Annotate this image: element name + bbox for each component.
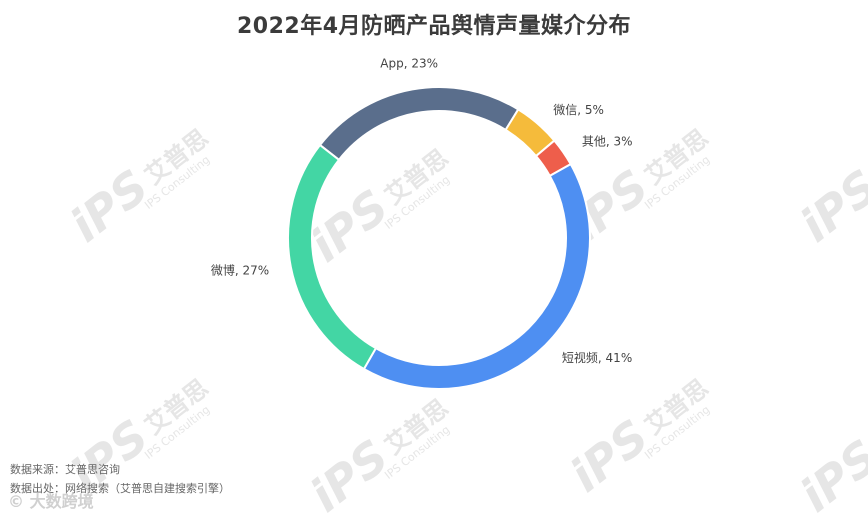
- footer-source: 数据来源：艾普思咨询: [10, 463, 120, 476]
- slice-label-3: 短视频, 41%: [562, 350, 632, 365]
- slice-label-1: 微信, 5%: [553, 103, 604, 117]
- slice-3: [362, 162, 591, 390]
- slices-group: [287, 86, 591, 390]
- slice-label-2: 其他, 3%: [582, 135, 633, 149]
- footer-origin: 数据出处：网络搜索（艾普思自建搜索引擎）: [10, 482, 230, 495]
- slice-label-4: 微博, 27%: [211, 263, 269, 278]
- chart-title: 2022年4月防晒产品舆情声量媒介分布: [236, 14, 632, 39]
- labels-group: App, 23% 微信, 5% 其他, 3% 短视频, 41% 微博, 27%: [211, 57, 633, 365]
- slice-4: [287, 143, 378, 371]
- slice-0: [318, 86, 520, 162]
- slice-label-0: App, 23%: [380, 57, 438, 71]
- brand-watermark: © 大数跨境: [8, 492, 94, 511]
